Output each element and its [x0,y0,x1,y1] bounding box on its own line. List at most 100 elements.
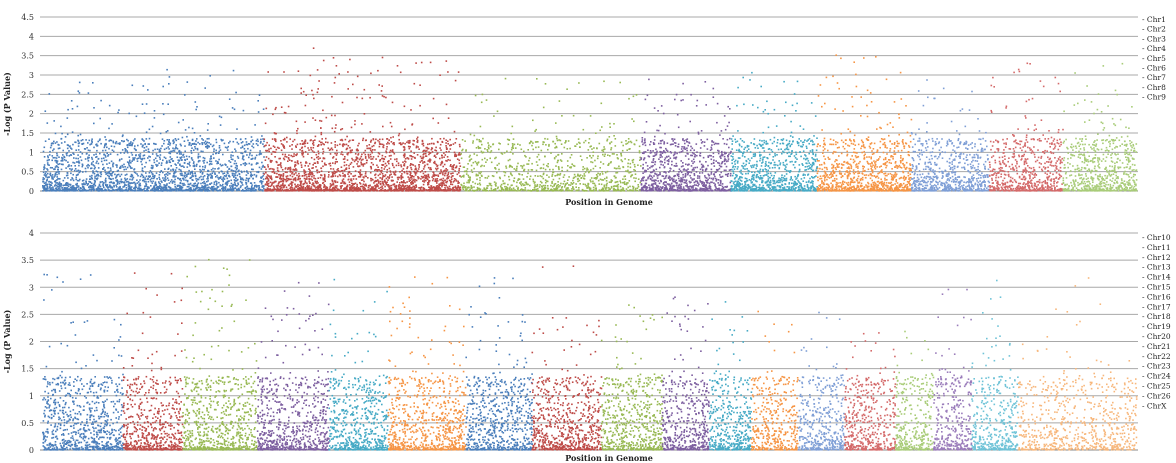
data-point [334,161,337,163]
data-point [46,122,49,124]
data-point [226,177,229,180]
data-point [175,167,178,169]
data-point [578,189,580,191]
data-point [93,154,95,156]
data-point [287,160,289,162]
data-point [165,187,167,190]
data-point [201,173,204,175]
data-point [323,162,326,165]
data-point [403,149,405,152]
data-point [92,187,95,189]
data-point [257,170,260,173]
data-point [279,163,282,166]
data-point [312,144,315,146]
data-point [144,166,146,168]
data-point [456,173,459,176]
data-point [154,157,157,160]
data-point [77,145,80,147]
x-axis-label: Position in Genome [565,197,653,207]
data-point [141,103,144,105]
data-point [389,185,391,187]
data-point [456,158,459,160]
data-point [505,165,507,168]
data-point [379,177,381,179]
data-point [113,184,115,187]
data-point [418,148,420,150]
data-point [371,158,374,160]
data-point [538,158,541,161]
data-point [446,148,448,150]
data-point [90,182,93,185]
data-point [240,142,243,144]
data-point [344,175,346,178]
data-point [102,189,104,192]
data-point [211,145,214,148]
data-point [302,155,305,158]
data-point [81,139,84,141]
data-point [276,172,278,175]
data-point [232,69,235,72]
data-point [54,156,56,159]
data-point [410,168,413,171]
data-point [339,170,341,173]
data-point [273,151,276,153]
data-point [367,186,370,189]
data-point [550,184,552,187]
data-point [192,162,195,165]
data-point [234,177,237,179]
data-point [304,180,306,182]
data-point [251,174,254,177]
data-point [123,189,125,192]
data-point [551,175,553,177]
data-point [172,160,175,162]
data-point [43,188,45,191]
data-point [354,182,357,185]
data-point [177,138,180,140]
data-point [476,164,479,166]
data-point [381,56,384,59]
data-point [627,159,630,161]
data-point [627,182,629,184]
data-point [112,177,114,180]
data-point [51,189,54,191]
data-point [183,162,186,164]
data-point [377,155,380,158]
data-point [598,183,600,185]
data-point [109,178,112,180]
data-point [301,154,304,156]
data-point [419,171,422,173]
data-point [245,183,248,185]
data-point [77,149,80,151]
data-point [332,174,334,176]
data-point [239,186,242,189]
data-point [232,140,235,143]
data-point [606,139,608,142]
data-point [399,184,402,187]
data-point [112,171,115,173]
data-point [615,176,617,179]
data-point [313,151,315,153]
data-point [334,76,337,79]
data-point [70,100,73,102]
data-point [155,153,158,155]
data-point [120,190,122,192]
data-point [184,94,186,96]
data-point [110,181,113,184]
data-point [230,154,232,156]
data-point [410,183,413,185]
data-point [480,171,482,173]
data-point [285,188,288,191]
data-point [459,145,461,148]
data-point [569,184,572,186]
data-point [250,164,253,166]
data-point [450,183,452,185]
data-point [95,153,97,155]
data-point [270,189,272,192]
data-point [75,178,77,181]
data-point [413,185,415,188]
data-point [145,103,148,105]
data-point [86,152,88,155]
data-point [331,127,334,130]
data-point [194,184,197,187]
data-point [332,57,335,59]
